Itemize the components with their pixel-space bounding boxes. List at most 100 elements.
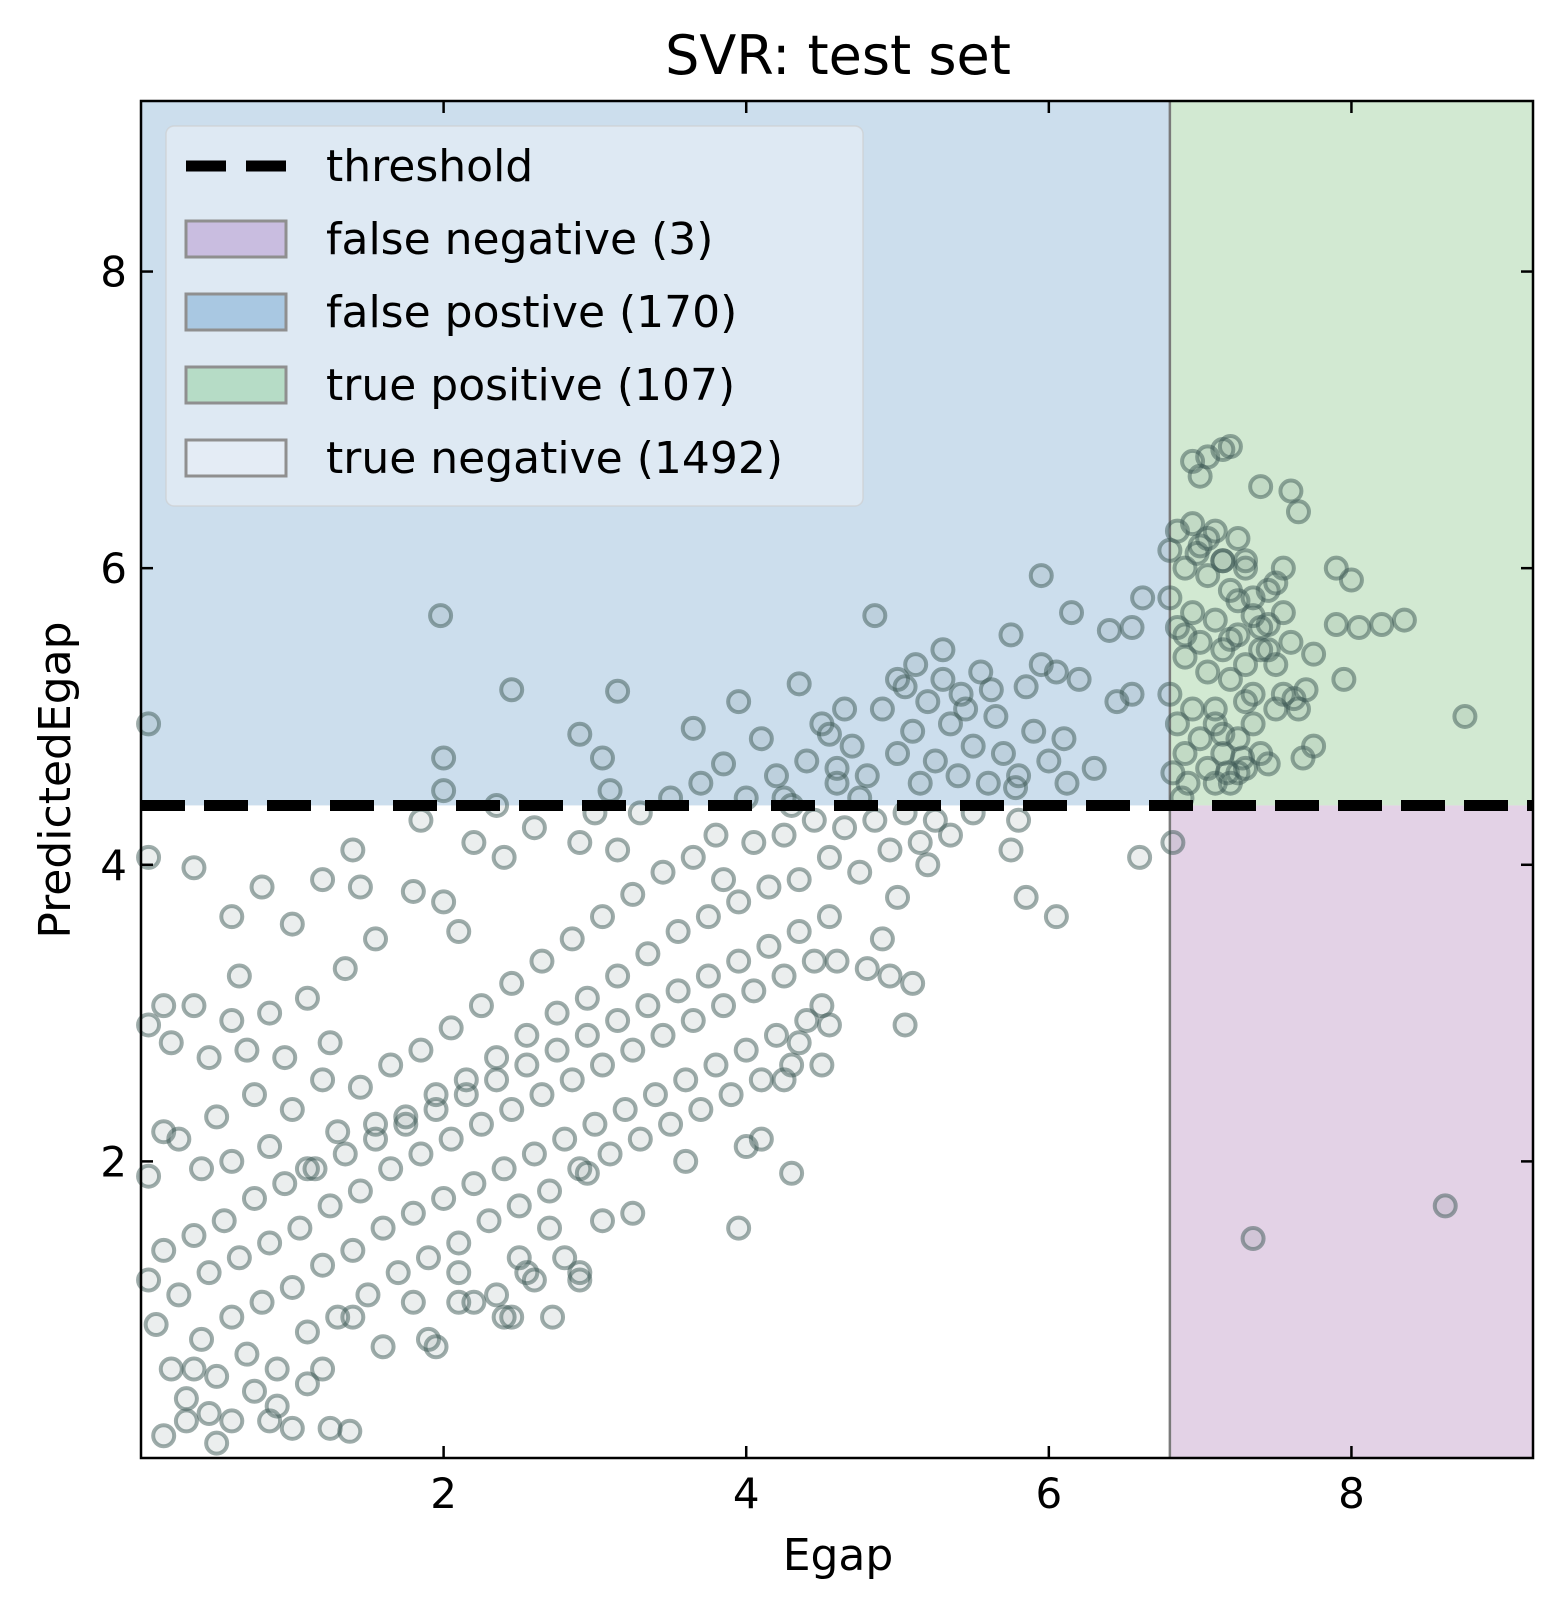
legend-patch-swatch [184,438,288,478]
data-point [589,1052,615,1078]
y-axis-label: PredictedEgap [30,621,81,938]
data-point [1240,711,1266,737]
data-point [1270,555,1296,581]
data-point [438,1015,464,1041]
data-point [408,807,434,833]
data-point [786,671,812,697]
data-point [1391,607,1417,633]
data-point [1432,1193,1458,1219]
data-point [627,1126,653,1152]
data-point [257,1230,283,1256]
data-point [514,1052,540,1078]
data-point [317,1030,343,1056]
data-point [763,763,789,789]
data-point [885,741,911,767]
axis-ticks: 2 4 6 8 2 4 6 8 [100,101,1533,1518]
data-point [832,696,858,722]
data-point [763,1022,789,1048]
data-point [529,948,555,974]
data-point [347,1178,373,1204]
data-point [903,652,929,678]
chart-title: SVR: test set [665,24,1011,87]
data-point [582,1111,608,1137]
data-point [363,1126,389,1152]
data-point [181,993,207,1019]
data-point [446,1230,472,1256]
data-point [211,1208,237,1234]
data-point [1217,434,1243,460]
data-point [978,677,1004,703]
data-point [506,1193,532,1219]
data-point [642,1082,668,1108]
data-point [665,919,691,945]
data-point [378,1052,404,1078]
data-point [484,1282,510,1308]
x-tick-label: 4 [733,1469,760,1518]
data-point [355,1282,381,1308]
data-point [1233,548,1259,574]
data-point [1195,563,1221,589]
data-point [1202,770,1228,796]
data-point [249,874,275,900]
data-point [1043,659,1069,685]
data-point [847,859,873,885]
data-point [476,1208,502,1234]
data-point [340,837,366,863]
data-point [363,926,389,952]
data-point [612,1096,638,1122]
data-point [635,941,661,967]
data-point [733,1037,759,1063]
data-point [1301,733,1327,759]
data-point [809,1052,835,1078]
data-point [136,1012,162,1038]
data-point [756,874,782,900]
data-point [620,1037,646,1063]
data-point [1180,511,1206,537]
data-point [279,1274,305,1300]
data-point [423,1334,449,1360]
data-point [431,1185,457,1211]
data-point [900,718,926,744]
data-point [438,1126,464,1152]
data-point [378,1156,404,1182]
data-point [302,1156,328,1182]
data-point [446,1260,472,1286]
data-point [249,1289,275,1315]
data-point [877,837,903,863]
data-point [1051,726,1077,752]
data-point [257,1134,283,1160]
data-point [347,874,373,900]
data-point [540,1304,566,1330]
data-point [574,985,600,1011]
data-point [1233,652,1259,678]
data-point [1003,775,1029,801]
data-points [136,434,1478,1456]
data-point [998,837,1024,863]
data-point [975,770,1001,796]
data-point [279,1096,305,1122]
data-point [741,978,767,1004]
data-point [854,956,880,982]
data-point [930,637,956,663]
data-point [189,1326,215,1352]
data-point [173,1408,199,1434]
data-point [196,1045,222,1071]
data-point [990,741,1016,767]
data-point [189,1156,215,1182]
data-point [1346,614,1372,640]
data-point [937,711,963,737]
data-point [219,1304,245,1330]
y-tick-label: 6 [100,544,127,593]
data-point [181,855,207,881]
data-point [204,1430,230,1456]
data-point [1036,748,1062,774]
data-point [574,1022,600,1048]
data-point [1233,555,1259,581]
data-point [484,1045,510,1071]
data-point [552,1126,578,1152]
data-point [589,1208,615,1234]
data-point [310,867,336,893]
data-point [801,948,827,974]
data-point [1225,760,1251,786]
data-point [241,1378,267,1404]
